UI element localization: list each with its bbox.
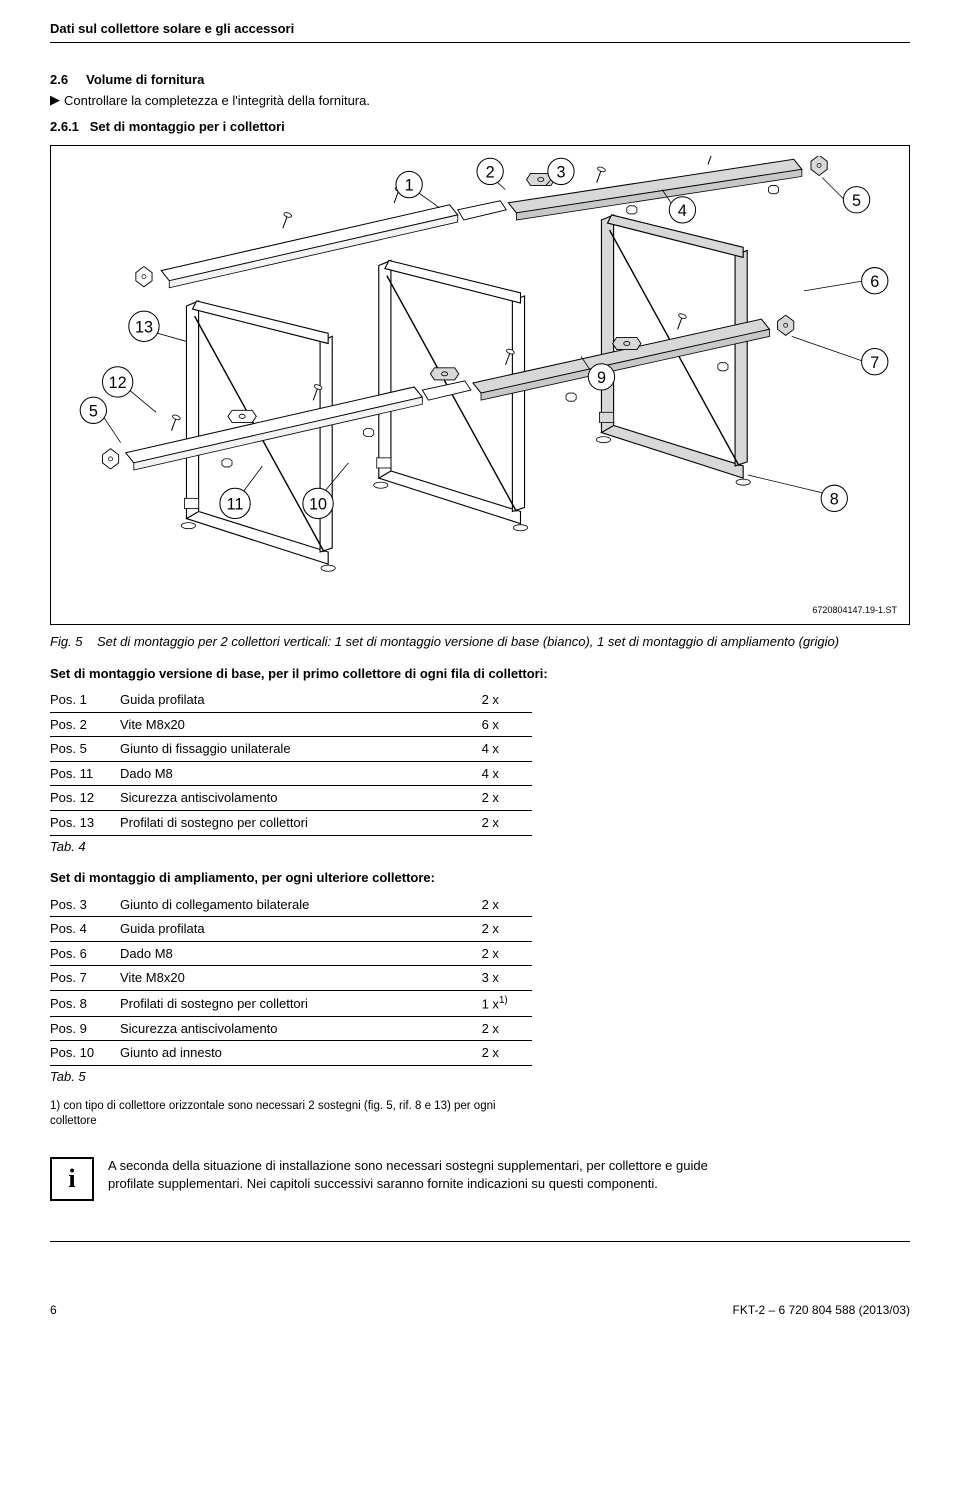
table-tab5: Pos. 3Giunto di collegamento bilaterale2… xyxy=(50,893,532,1066)
footer-page: 6 xyxy=(50,1302,57,1318)
tab5-footnote: 1) con tipo di collettore orizzontale so… xyxy=(50,1099,532,1129)
table-row: Pos. 6Dado M82 x xyxy=(50,941,532,966)
table-row: Pos. 10Giunto ad innesto2 x xyxy=(50,1041,532,1066)
page-footer: 6 FKT-2 – 6 720 804 588 (2013/03) xyxy=(50,1302,910,1318)
subsection-heading: 2.6.1 Set di montaggio per i collettori xyxy=(50,118,910,136)
svg-text:6: 6 xyxy=(870,273,879,291)
tab4-label: Tab. 4 xyxy=(50,838,910,856)
footer-doc: FKT-2 – 6 720 804 588 (2013/03) xyxy=(733,1302,910,1318)
svg-text:7: 7 xyxy=(870,354,879,372)
tab5-label: Tab. 5 xyxy=(50,1068,910,1086)
figure-caption: Fig. 5 Set di montaggio per 2 collettori… xyxy=(50,633,910,651)
svg-text:13: 13 xyxy=(135,319,153,337)
table-row: Pos. 9Sicurezza antiscivolamento2 x xyxy=(50,1016,532,1041)
section-title: Volume di fornitura xyxy=(86,72,204,87)
svg-text:12: 12 xyxy=(109,374,127,392)
tab4-intro: Set di montaggio versione di base, per i… xyxy=(50,665,910,683)
table-row: Pos. 4Guida profilata2 x xyxy=(50,917,532,942)
info-icon: i xyxy=(50,1157,94,1201)
table-row: Pos. 7Vite M8x203 x xyxy=(50,966,532,991)
subsection-title: Set di montaggio per i collettori xyxy=(90,119,285,134)
section-bullet: ▶ Controllare la completezza e l'integrit… xyxy=(50,92,910,110)
svg-text:5: 5 xyxy=(89,403,98,421)
bullet-text: Controllare la completezza e l'integrità… xyxy=(64,93,370,108)
table-row: Pos. 11Dado M84 x xyxy=(50,761,532,786)
svg-text:10: 10 xyxy=(309,496,327,514)
table-row: Pos. 1Guida profilata2 x xyxy=(50,688,532,712)
subsection-number: 2.6.1 xyxy=(50,119,79,134)
tab5-intro: Set di montaggio di ampliamento, per ogn… xyxy=(50,869,910,887)
table-row: Pos. 5Giunto di fissaggio unilaterale4 x xyxy=(50,737,532,762)
svg-text:3: 3 xyxy=(556,164,565,182)
table-row: Pos. 13Profilati di sostegno per collett… xyxy=(50,811,532,836)
page-header-title: Dati sul collettore solare e gli accesso… xyxy=(50,20,910,38)
svg-text:11: 11 xyxy=(227,496,244,514)
figure-caption-text: Set di montaggio per 2 collettori vertic… xyxy=(97,634,839,649)
info-box: i A seconda della situazione di installa… xyxy=(50,1157,738,1201)
table-row: Pos. 2Vite M8x206 x xyxy=(50,712,532,737)
svg-text:8: 8 xyxy=(830,491,839,509)
table-row: Pos. 8Profilati di sostegno per colletto… xyxy=(50,990,532,1016)
svg-text:4: 4 xyxy=(678,202,687,220)
svg-text:5: 5 xyxy=(852,192,861,210)
table-row: Pos. 3Giunto di collegamento bilaterale2… xyxy=(50,893,532,917)
figure-label: Fig. 5 xyxy=(50,634,83,649)
info-text: A seconda della situazione di installazi… xyxy=(108,1157,738,1192)
table-row: Pos. 12Sicurezza antiscivolamento2 x xyxy=(50,786,532,811)
table-tab4: Pos. 1Guida profilata2 xPos. 2Vite M8x20… xyxy=(50,688,532,835)
diagram-svg: 1 2 3 4 5 6 7 8 9 10 11 12 13 5 xyxy=(65,156,895,618)
svg-text:2: 2 xyxy=(486,164,495,182)
section-number: 2.6 xyxy=(50,72,68,87)
figure-assembly-diagram: 1 2 3 4 5 6 7 8 9 10 11 12 13 5 xyxy=(50,145,910,625)
svg-text:9: 9 xyxy=(597,369,606,387)
svg-text:1: 1 xyxy=(405,177,414,195)
header-rule xyxy=(50,42,910,43)
footer-rule xyxy=(50,1241,910,1242)
bullet-icon: ▶ xyxy=(50,91,60,109)
section-heading: 2.6 Volume di fornitura xyxy=(50,71,910,89)
figure-code: 6720804147.19-1.ST xyxy=(812,604,897,616)
